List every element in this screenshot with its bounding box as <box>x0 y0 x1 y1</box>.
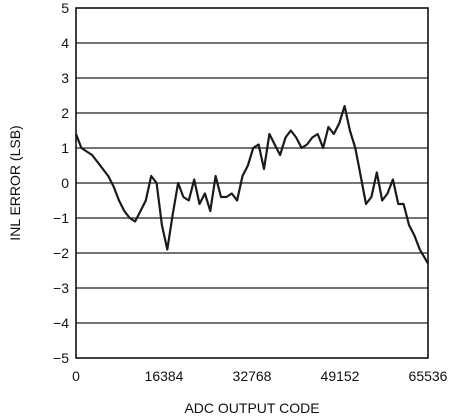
y-tick-label: 4 <box>61 35 69 51</box>
y-tick-label: −2 <box>53 245 69 261</box>
y-tick-label: −5 <box>53 350 69 366</box>
y-tick-labels: 5 4 3 2 1 0 −1 −2 −3 −4 −5 <box>53 0 69 366</box>
y-tick-label: −1 <box>53 210 69 226</box>
grid-lines <box>76 42 428 324</box>
y-tick-label: 1 <box>61 140 69 156</box>
y-tick-label: 0 <box>61 175 69 191</box>
y-tick-label: 5 <box>61 0 69 16</box>
x-tick-labels: 0 16384 32768 49152 65536 <box>72 368 448 384</box>
x-tick-label: 16384 <box>145 368 184 384</box>
x-tick-label: 49152 <box>321 368 360 384</box>
y-axis-label: INL ERROR (LSB) <box>7 125 23 240</box>
y-tick-label: 3 <box>61 70 69 86</box>
x-axis-label: ADC OUTPUT CODE <box>184 400 319 416</box>
y-tick-label: −3 <box>53 280 69 296</box>
inl-error-trace <box>74 104 429 265</box>
x-tick-label: 65536 <box>409 368 448 384</box>
x-tick-label: 0 <box>72 368 80 384</box>
y-tick-label: −4 <box>53 315 69 331</box>
x-tick-label: 32768 <box>233 368 272 384</box>
y-tick-label: 2 <box>61 105 69 121</box>
plot-frame <box>75 7 429 359</box>
